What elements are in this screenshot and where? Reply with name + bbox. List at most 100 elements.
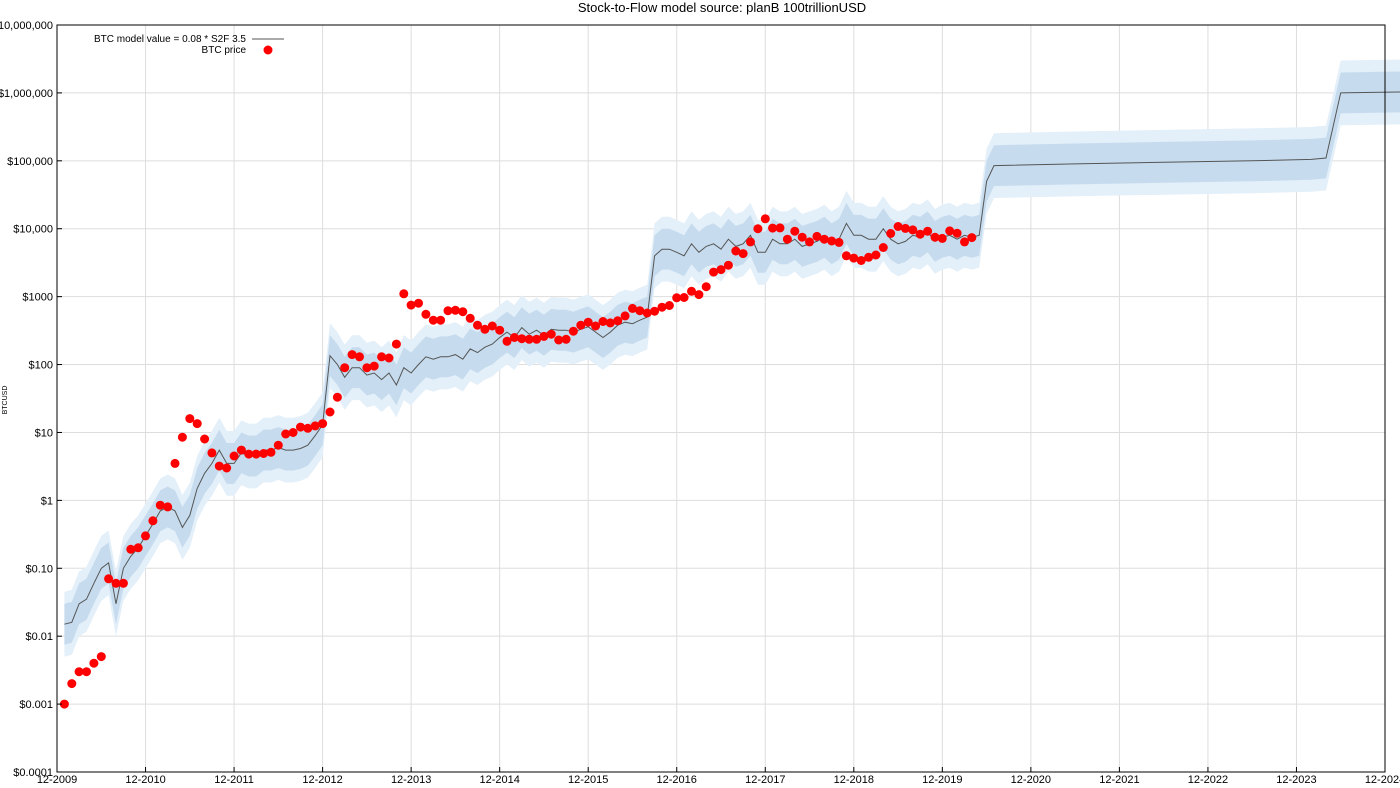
x-tick-label: 12-2010 [125,774,165,786]
price-point [465,313,475,323]
x-tick-label: 12-2023 [1276,774,1316,786]
price-point [701,282,711,292]
y-tick-label: $100 [29,360,53,372]
price-point [871,250,881,260]
price-point [236,445,246,455]
price-point [126,544,136,554]
price-point [118,578,128,588]
price-point [900,223,910,233]
price-point [340,363,350,373]
price-point [192,419,202,429]
price-point [812,231,822,241]
price-point [414,298,423,308]
price-point [391,339,401,349]
price-point [738,249,748,259]
price-point [856,256,866,265]
price-point [687,286,696,296]
price-point [546,329,556,339]
price-point [746,237,755,247]
y-tick-label: $1000 [22,292,53,304]
price-point [532,334,542,344]
price-point [480,324,490,334]
price-point [384,353,394,363]
y-axis-ticks: $0.0001 $0.001 $0.01 $0.10 $1 $10 $100 $1000 $10… [0,20,62,779]
x-tick-label: 12-2022 [1188,774,1228,786]
price-point [170,458,180,468]
price-point [222,463,232,473]
price-point [273,440,283,450]
price-point [450,305,460,315]
price-point [760,214,770,224]
price-point [841,251,851,261]
price-point [819,234,829,244]
y-tick-label: $0.10 [25,563,53,575]
price-point [635,306,645,316]
price-point [937,233,947,243]
price-point [421,309,431,319]
price-point [834,237,844,247]
price-point [214,461,224,471]
price-point [554,335,564,345]
x-tick-label: 12-2011 [214,774,254,786]
price-point [155,500,165,510]
price-point [251,449,261,459]
price-dots-layer [59,214,977,709]
price-point [502,336,512,346]
price-point [664,301,674,310]
price-point [244,449,254,459]
price-point [74,667,84,677]
price-point [111,578,121,588]
model-line [64,91,1400,625]
price-point [583,317,593,327]
x-tick-label: 12-2009 [37,774,77,786]
y-tick-label: $100,000 [7,156,53,168]
price-point [782,234,792,244]
price-point [790,226,800,236]
y-axis-label: BTCUSD [2,386,9,415]
price-point [288,428,298,437]
price-point [886,229,896,238]
price-point [96,652,106,662]
price-point [318,419,328,429]
price-point [473,320,482,330]
price-point [768,223,778,233]
x-tick-label: 12-2012 [302,774,342,786]
price-point [458,307,468,317]
price-point [428,315,438,325]
price-point [185,414,195,424]
legend-label-price: BTC price [202,45,247,56]
price-point [355,352,364,362]
price-point [377,352,387,362]
price-point [945,226,955,236]
x-tick-label: 12-2015 [568,774,608,786]
x-tick-label: 12-2021 [1099,774,1139,786]
price-point [67,679,77,689]
price-point [893,222,903,231]
x-tick-label: 12-2018 [834,774,874,786]
x-tick-label: 12-2019 [922,774,962,786]
price-point [598,317,608,326]
price-point [952,228,962,238]
price-point [628,303,637,313]
price-point [753,224,763,234]
chart-title: Stock-to-Flow model source: planB 100tri… [578,0,866,15]
price-point [443,306,453,316]
price-point [805,237,814,247]
price-point [296,422,305,432]
price-point [325,407,335,417]
y-tick-label: $10,000 [13,224,53,236]
price-point [620,311,630,321]
price-point [133,543,143,553]
price-point [672,293,682,303]
price-point [731,246,741,256]
price-point [104,574,114,584]
y-tick-label: $1,000,000 [0,88,53,100]
price-point [930,232,940,242]
price-point [303,423,313,433]
price-point [694,290,704,300]
price-point [148,516,158,526]
price-point [650,306,660,316]
x-tick-label: 12-2020 [1011,774,1051,786]
price-point [709,267,719,277]
